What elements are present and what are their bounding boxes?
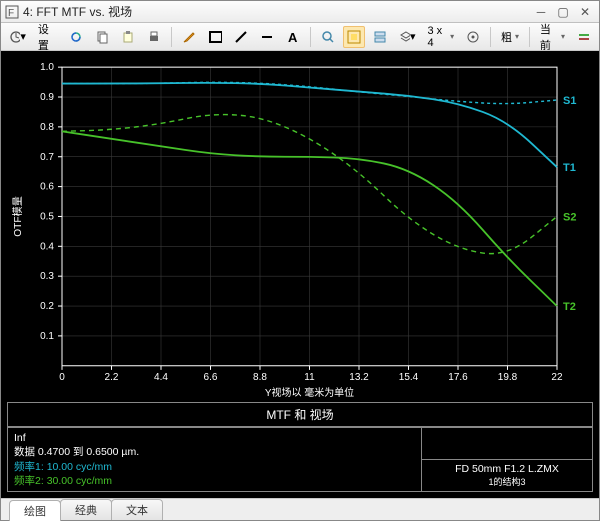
info-box: Inf 数据 0.4700 到 0.6500 µm. 频率1: 10.00 cy… bbox=[7, 427, 593, 492]
tab-2[interactable]: 文本 bbox=[111, 499, 163, 520]
svg-text:A: A bbox=[288, 30, 298, 44]
window-icon: F bbox=[5, 5, 19, 19]
info-filename: FD 50mm F1.2 L.ZMX1的结构3 bbox=[422, 460, 592, 491]
svg-text:0.8: 0.8 bbox=[40, 122, 54, 133]
svg-text:OTF模量: OTF模量 bbox=[12, 196, 24, 237]
toolbar: ▾ 设置 A ▾ 3 x 4▾ 粗▾ 当前▾ bbox=[1, 23, 599, 51]
svg-text:0.3: 0.3 bbox=[40, 271, 54, 282]
paste-icon[interactable] bbox=[117, 26, 139, 48]
svg-text:0.2: 0.2 bbox=[40, 301, 54, 312]
refresh-dropdown-icon[interactable]: ▾ bbox=[5, 26, 30, 48]
svg-text:6.6: 6.6 bbox=[204, 372, 218, 383]
minimize-button[interactable]: ─ bbox=[531, 4, 551, 20]
text-tool-icon[interactable]: A bbox=[282, 26, 304, 48]
svg-text:0.4: 0.4 bbox=[40, 241, 54, 252]
svg-text:11: 11 bbox=[304, 372, 315, 383]
svg-text:2.2: 2.2 bbox=[105, 372, 119, 383]
grid-size-dropdown[interactable]: 3 x 4▾ bbox=[423, 26, 458, 48]
svg-text:19.8: 19.8 bbox=[498, 372, 518, 383]
svg-text:F: F bbox=[8, 8, 14, 19]
target-icon[interactable] bbox=[462, 26, 484, 48]
line-tool-icon[interactable] bbox=[230, 26, 252, 48]
window-list-icon[interactable] bbox=[369, 26, 391, 48]
svg-text:0.9: 0.9 bbox=[40, 92, 54, 103]
thickness-dropdown[interactable]: 粗▾ bbox=[497, 26, 523, 48]
svg-text:13.2: 13.2 bbox=[349, 372, 369, 383]
settings-button[interactable]: 设置 bbox=[34, 26, 61, 48]
tab-1[interactable]: 经典 bbox=[60, 499, 112, 520]
rect-tool-icon[interactable] bbox=[204, 26, 226, 48]
svg-text:Y视场以 毫米为单位: Y视场以 毫米为单位 bbox=[265, 386, 354, 399]
config-icon[interactable] bbox=[573, 26, 595, 48]
zoom-icon[interactable] bbox=[317, 26, 339, 48]
svg-text:4.4: 4.4 bbox=[154, 372, 168, 383]
info-title: MTF 和 视场 bbox=[7, 402, 593, 427]
svg-text:T1: T1 bbox=[563, 162, 576, 174]
info-freq2: 频率2: 30.00 cyc/mm bbox=[14, 474, 415, 488]
svg-text:T2: T2 bbox=[563, 301, 576, 313]
horiz-line-icon[interactable] bbox=[256, 26, 278, 48]
info-empty bbox=[422, 428, 592, 460]
info-inf: Inf bbox=[14, 431, 415, 445]
svg-text:0.7: 0.7 bbox=[40, 152, 54, 163]
current-dropdown[interactable]: 当前▾ bbox=[536, 26, 569, 48]
tab-bar: 绘图经典文本 bbox=[1, 498, 599, 520]
mtf-chart: 0.1 0.2 0.3 0.4 0.5 0.6 0.7 0.8 0.9 1.0 0 2.2 4.4 6.6… bbox=[7, 57, 593, 402]
close-button[interactable]: ✕ bbox=[575, 4, 595, 20]
maximize-button[interactable]: ▢ bbox=[553, 4, 573, 20]
layers-icon[interactable]: ▾ bbox=[395, 26, 420, 48]
svg-text:17.6: 17.6 bbox=[448, 372, 468, 383]
svg-text:1.0: 1.0 bbox=[40, 62, 54, 73]
svg-text:0.5: 0.5 bbox=[40, 211, 54, 222]
titlebar: F 4: FFT MTF vs. 视场 ─ ▢ ✕ bbox=[1, 1, 599, 23]
copy-icon[interactable] bbox=[91, 26, 113, 48]
svg-text:0.6: 0.6 bbox=[40, 182, 54, 193]
svg-text:22: 22 bbox=[551, 372, 563, 383]
window-title: 4: FFT MTF vs. 视场 bbox=[23, 3, 531, 20]
pencil-icon[interactable] bbox=[178, 26, 200, 48]
sync-icon[interactable] bbox=[65, 26, 87, 48]
svg-text:8.8: 8.8 bbox=[253, 372, 267, 383]
tab-0[interactable]: 绘图 bbox=[9, 500, 61, 521]
svg-text:0.1: 0.1 bbox=[40, 331, 54, 342]
svg-text:15.4: 15.4 bbox=[399, 372, 419, 383]
chart-panel: 0.1 0.2 0.3 0.4 0.5 0.6 0.7 0.8 0.9 1.0 0 2.2 4.4 6.6… bbox=[1, 51, 599, 498]
svg-text:S1: S1 bbox=[563, 95, 576, 107]
info-left: Inf 数据 0.4700 到 0.6500 µm. 频率1: 10.00 cy… bbox=[8, 428, 422, 491]
fit-view-icon[interactable] bbox=[343, 26, 365, 48]
info-wavelength: 数据 0.4700 到 0.6500 µm. bbox=[14, 445, 415, 459]
svg-text:0: 0 bbox=[59, 372, 65, 383]
app-window: F 4: FFT MTF vs. 视场 ─ ▢ ✕ ▾ 设置 A ▾ 3 x 4… bbox=[0, 0, 600, 521]
svg-text:S2: S2 bbox=[563, 211, 576, 223]
info-freq1: 频率1: 10.00 cyc/mm bbox=[14, 460, 415, 474]
print-icon[interactable] bbox=[143, 26, 165, 48]
